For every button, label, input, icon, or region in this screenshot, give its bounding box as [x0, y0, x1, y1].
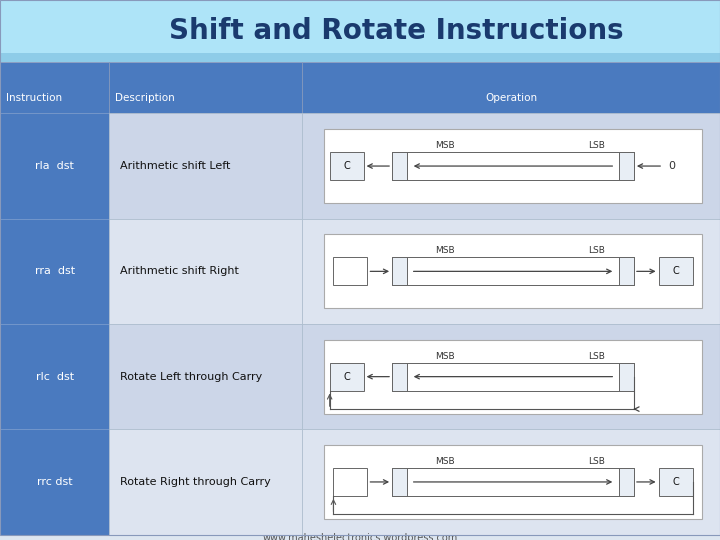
Bar [324, 129, 702, 203]
Bar [0, 0, 720, 62]
Bar [392, 468, 408, 496]
Bar [333, 258, 367, 285]
Bar [0, 53, 720, 62]
Text: www.maheshelectronics.wordpress.com: www.maheshelectronics.wordpress.com [262, 532, 458, 540]
Bar [0, 62, 109, 113]
Text: MSB: MSB [435, 457, 455, 466]
Text: Instruction: Instruction [6, 93, 62, 103]
Bar [408, 152, 618, 180]
Text: rla  dst: rla dst [35, 161, 74, 171]
Text: C: C [343, 372, 350, 382]
Text: LSB: LSB [588, 246, 605, 255]
Bar [408, 363, 618, 390]
Bar [330, 363, 364, 390]
Bar [333, 468, 367, 496]
Text: Description: Description [115, 93, 175, 103]
Bar [302, 113, 720, 219]
Text: rlc  dst: rlc dst [36, 372, 73, 382]
Text: 0: 0 [668, 161, 675, 171]
Bar [109, 429, 302, 535]
Text: LSB: LSB [588, 352, 605, 361]
Text: C: C [672, 477, 679, 487]
Bar [618, 152, 634, 180]
Bar [109, 324, 302, 429]
Bar [302, 62, 720, 113]
Bar [109, 62, 302, 113]
Bar [0, 324, 109, 429]
Bar [392, 258, 634, 285]
Bar [392, 152, 634, 180]
Bar [324, 340, 702, 414]
Bar [618, 468, 634, 496]
Bar [0, 113, 109, 219]
Text: Arithmetic shift Right: Arithmetic shift Right [120, 266, 239, 276]
Bar [408, 468, 618, 496]
Text: Operation: Operation [485, 93, 537, 103]
Text: MSB: MSB [435, 352, 455, 361]
Bar [618, 363, 634, 390]
Text: LSB: LSB [588, 141, 605, 150]
Bar [618, 258, 634, 285]
Bar [392, 258, 408, 285]
Text: Arithmetic shift Left: Arithmetic shift Left [120, 161, 230, 171]
Bar [109, 113, 302, 219]
Text: Rotate Right through Carry: Rotate Right through Carry [120, 477, 271, 487]
Bar [302, 219, 720, 324]
Text: rra  dst: rra dst [35, 266, 75, 276]
Bar [408, 258, 618, 285]
Bar [392, 363, 408, 390]
Bar [0, 219, 109, 324]
Bar [330, 152, 364, 180]
Bar [392, 468, 634, 496]
Text: LSB: LSB [588, 457, 605, 466]
Bar [0, 535, 720, 540]
Text: C: C [672, 266, 679, 276]
Bar [302, 324, 720, 429]
Bar [324, 234, 702, 308]
Text: MSB: MSB [435, 246, 455, 255]
Bar [0, 429, 109, 535]
Text: Rotate Left through Carry: Rotate Left through Carry [120, 372, 263, 382]
Text: rrc dst: rrc dst [37, 477, 73, 487]
Bar [302, 429, 720, 535]
Text: Shift and Rotate Instructions: Shift and Rotate Instructions [168, 17, 624, 45]
Bar [392, 152, 408, 180]
Bar [659, 468, 693, 496]
Bar [109, 219, 302, 324]
Bar [392, 363, 634, 390]
Bar [659, 258, 693, 285]
Bar [324, 445, 702, 519]
Text: C: C [343, 161, 350, 171]
Text: MSB: MSB [435, 141, 455, 150]
